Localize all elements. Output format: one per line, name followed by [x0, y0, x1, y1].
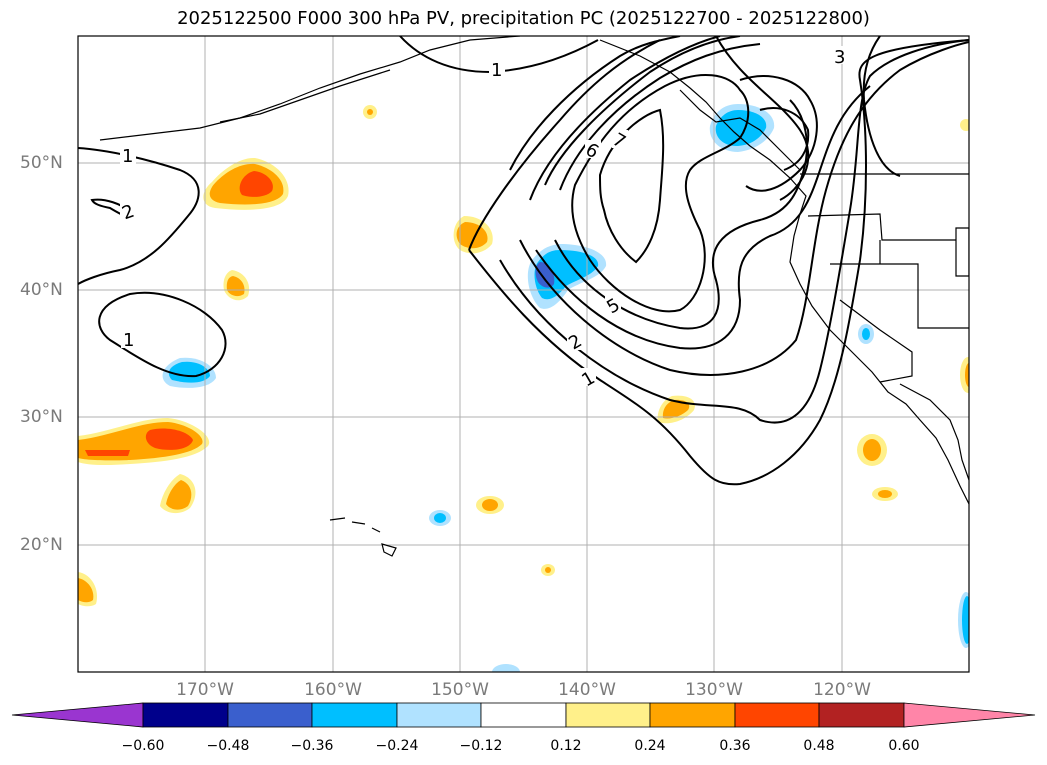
precip-area [85, 450, 130, 456]
colorbar-tick-label: −0.60 [121, 738, 165, 754]
colorbar-segment [227, 702, 313, 728]
precip-area [878, 490, 892, 498]
chart-title: 2025122500 F000 300 hPa PV, precipitatio… [177, 8, 870, 29]
precip-area [863, 439, 881, 461]
lat-label: 40°N [20, 280, 63, 300]
lat-label: 50°N [20, 153, 63, 173]
colorbar-segment [142, 702, 229, 728]
precip-area [434, 513, 446, 523]
colorbar-tick-label: 0.48 [803, 738, 835, 754]
precip-area [145, 428, 193, 450]
precip-area [965, 363, 969, 387]
pv-contours [78, 36, 969, 486]
colorbar-segment [480, 702, 567, 728]
contour-label: 1 [123, 330, 134, 351]
colorbar-tick-label: 0.24 [634, 738, 666, 754]
colorbar-tick-label: 0.60 [888, 738, 920, 754]
precip-area [239, 171, 273, 197]
precip-area [862, 328, 870, 340]
precip-area [962, 596, 969, 644]
contour-label: 1 [122, 146, 133, 167]
colorbar-extend-high [903, 702, 1036, 728]
lon-label: 120°W [813, 680, 871, 700]
colorbar-extend-low [11, 702, 144, 728]
lon-label: 160°W [304, 680, 362, 700]
map-border [77, 35, 970, 673]
colorbar-segment [396, 702, 482, 728]
colorbar-tick-label: −0.24 [375, 738, 419, 754]
precip-area [960, 119, 969, 131]
lat-label: 20°N [20, 535, 63, 555]
precip-area [367, 109, 373, 115]
map-plot-area [78, 36, 969, 672]
colorbar-segment [818, 702, 905, 728]
lat-label: 30°N [20, 407, 63, 427]
precip-area [545, 567, 551, 573]
colorbar-segment [734, 702, 820, 728]
precip-area [492, 664, 520, 672]
precip-area [168, 361, 210, 383]
contour-label: 3 [834, 47, 845, 68]
contour-labels: 1 2 1 1 1 2 5 6 7 3 [119, 46, 848, 391]
precip-area [662, 399, 690, 419]
lon-label: 140°W [558, 680, 616, 700]
precip-area [715, 110, 767, 146]
colorbar-tick-label: −0.36 [290, 738, 334, 754]
precip-area [166, 480, 192, 510]
precip-area [482, 499, 498, 511]
colorbar-tick-label: 0.12 [550, 738, 582, 754]
colorbar-segment [565, 702, 651, 728]
lon-label: 170°W [176, 680, 234, 700]
colorbar-tick-label: 0.36 [719, 738, 751, 754]
colorbar-tick-label: −0.48 [206, 738, 250, 754]
colorbar [11, 702, 1036, 728]
graticule [78, 36, 969, 672]
lon-label: 150°W [431, 680, 489, 700]
colorbar-tick-label: −0.12 [459, 738, 503, 754]
coastlines [99, 36, 969, 557]
contour-label: 1 [491, 60, 502, 81]
precip-area [226, 276, 245, 297]
lon-label: 130°W [685, 680, 743, 700]
colorbar-segment [649, 702, 736, 728]
precip-area [78, 578, 94, 603]
colorbar-segment [311, 702, 398, 728]
